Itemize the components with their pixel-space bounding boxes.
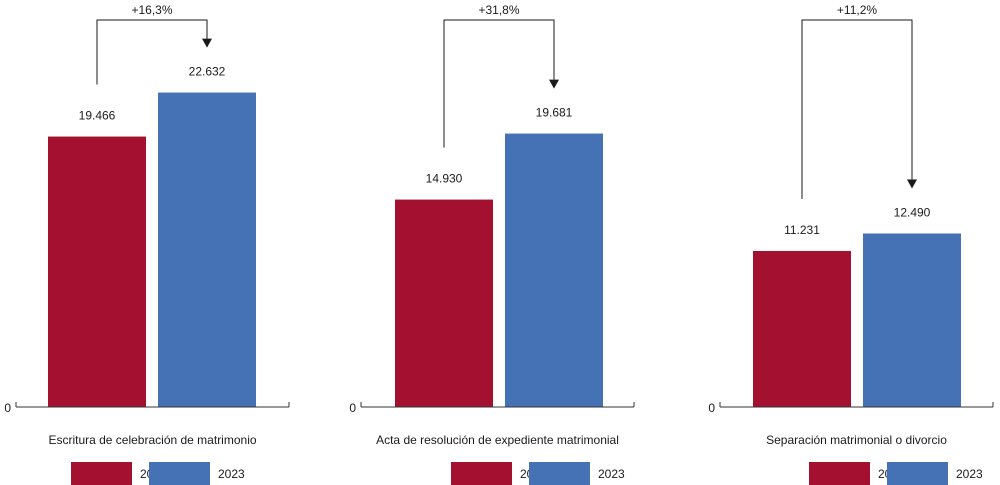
change-bracket [801,19,913,199]
legend-label-2023: 2023 [598,467,625,481]
legend-swatch-2022 [451,462,512,485]
y-axis-zero-label: 0 [349,401,356,415]
data-label-2022: 19.466 [79,109,116,123]
category-label: Separación matrimonial o divorcio [766,433,947,447]
data-label-2023: 12.490 [894,205,931,219]
category-label: Acta de resolución de expediente matrimo… [376,433,619,447]
change-label: +16,3% [131,3,172,17]
change-label: +31,8% [478,3,519,17]
y-axis-zero-label: 0 [4,401,11,415]
change-arrowhead [202,38,212,48]
legend-label-2023: 2023 [218,467,245,481]
data-label-2023: 19.681 [536,106,573,120]
bar-2023 [505,133,603,407]
legend-swatch-2022 [809,462,870,485]
change-arrowhead [907,179,917,189]
legend-label-2023: 2023 [956,467,983,481]
bar-2023 [863,233,961,407]
legend-swatch-2022 [71,462,132,485]
data-label-2022: 11.231 [784,223,820,237]
change-bracket [96,19,208,85]
bar-2022 [48,136,146,407]
data-label-2023: 22.632 [189,65,226,79]
change-label: +11,2% [837,3,877,17]
legend-swatch-2023 [529,462,590,485]
bar-2022 [395,199,493,407]
bar-2022 [753,250,851,407]
legend-swatch-2023 [149,462,210,485]
y-axis-zero-label: 0 [708,401,715,415]
change-bracket [443,19,555,148]
category-label: Escritura de celebración de matrimonio [48,433,256,447]
change-arrowhead [549,79,559,89]
bar-2023 [158,92,256,408]
legend-swatch-2023 [887,462,948,485]
data-label-2022: 14.930 [426,172,463,186]
